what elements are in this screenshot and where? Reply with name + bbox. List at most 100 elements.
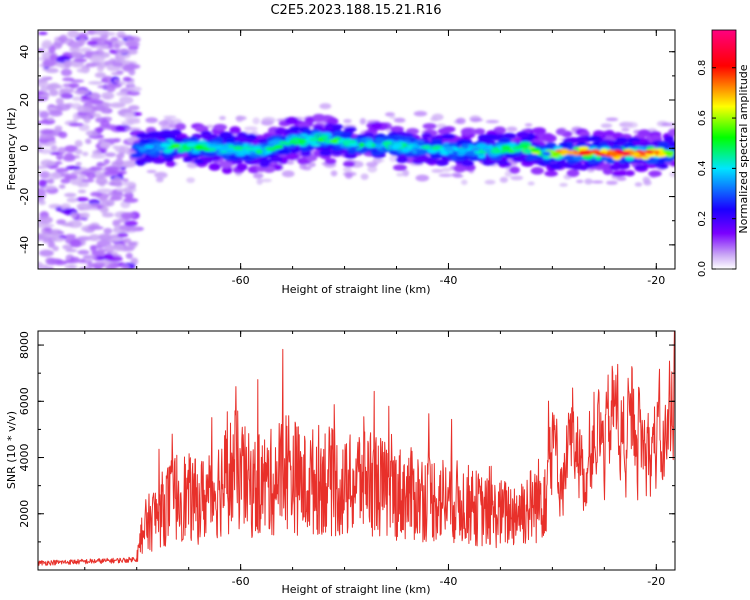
noise-blob [45, 257, 58, 266]
signal-blob [309, 137, 319, 142]
signal-blob [512, 145, 523, 150]
noise-blob [58, 184, 66, 189]
colorbar-gradient [711, 29, 737, 270]
noise-blob [88, 81, 104, 85]
signal-blob [392, 164, 407, 171]
noise-blob [112, 145, 120, 150]
faint-blob [504, 170, 513, 178]
signal-blob [225, 137, 236, 144]
noise-blob [99, 141, 112, 149]
noise-blob [38, 109, 42, 114]
faint-blob [453, 174, 464, 178]
noise-blob [87, 225, 104, 230]
noise-blob [65, 165, 81, 170]
noise-blob [90, 191, 103, 197]
y-tick-label: 20 [18, 93, 31, 107]
noise-blob [120, 108, 132, 114]
signal-blob [343, 161, 355, 168]
faint-blob [527, 181, 535, 186]
faint-blob [524, 123, 533, 127]
noise-blob [116, 188, 130, 193]
noise-blob [48, 45, 56, 54]
faint-blob [219, 115, 226, 121]
noise-blob [43, 227, 52, 232]
signal-blob [657, 163, 669, 170]
signal-blob [173, 143, 181, 149]
spectrogram-x-ticks: -60 -40 -20 [84, 30, 665, 287]
noise-blob [90, 153, 106, 159]
faint-blob [342, 166, 352, 173]
signal-blob [395, 156, 408, 164]
noise-blob [63, 60, 72, 69]
signal-blob [471, 147, 481, 152]
signal-blob [208, 144, 218, 149]
noise-blob [65, 248, 78, 253]
colorbar-tick-label: 0.2 [697, 211, 708, 227]
noise-blob [55, 167, 69, 173]
noise-blob [97, 85, 113, 89]
noise-blob [68, 83, 80, 88]
snr-panel: -60 -40 -20 2000 4000 6000 8000 Height of str… [5, 330, 676, 596]
y-tick-label: 2000 [18, 500, 31, 528]
signal-blob [331, 124, 344, 130]
signal-blob [273, 144, 284, 149]
noise-blob [73, 58, 88, 63]
colorbar-label: Normalized spectral amplitude [737, 64, 750, 233]
noise-blob [47, 117, 54, 121]
noise-blob [115, 91, 127, 97]
noise-blob [118, 48, 130, 54]
noise-blob [86, 262, 97, 268]
signal-blob [160, 142, 172, 148]
signal-blob [624, 154, 635, 161]
noise-blob [39, 171, 51, 179]
noise-blob [127, 91, 141, 96]
noise-blob [85, 138, 92, 145]
signal-blob [522, 148, 533, 154]
noise-blob [89, 55, 105, 63]
spectrogram-panel: -60 -40 -20 -40 -20 0 20 40 Height of straight… [5, 29, 676, 296]
noise-blob [104, 138, 121, 144]
faint-blob [281, 170, 295, 178]
noise-blob [64, 264, 78, 269]
spectrogram-y-label: Frequency (Hz) [5, 108, 18, 191]
signal-blob [411, 145, 420, 150]
faint-blob [146, 169, 157, 174]
noise-blob [60, 92, 72, 99]
colorbar-tick-label: 0.6 [697, 110, 708, 126]
faint-blob [286, 160, 295, 165]
signal-blob [284, 116, 299, 125]
noise-blob [62, 155, 76, 162]
signal-blob [648, 170, 662, 177]
noise-blob [94, 72, 107, 79]
faint-blob [605, 117, 619, 122]
noise-blob [113, 243, 125, 252]
signal-blob [566, 169, 580, 178]
faint-blob [163, 115, 177, 119]
noise-blob [100, 119, 110, 128]
signal-blob [575, 136, 586, 144]
signal-blob [509, 166, 521, 174]
noise-blob [40, 85, 48, 93]
faint-blob [441, 167, 451, 173]
noise-blob [80, 212, 90, 219]
x-tick-label: -40 [439, 274, 457, 287]
faint-blob [153, 173, 167, 177]
noise-blob [95, 177, 108, 186]
faint-blob [600, 123, 613, 129]
faint-blob [625, 121, 638, 129]
noise-blob [127, 86, 142, 92]
noise-blob [55, 97, 64, 105]
signal-blob [330, 138, 338, 144]
noise-blob [117, 34, 130, 39]
snr-plot-area [38, 331, 675, 570]
noise-blob [85, 130, 101, 137]
faint-blob [484, 179, 496, 185]
signal-blob [432, 145, 443, 149]
signal-blob [217, 147, 229, 152]
noise-blob [76, 236, 92, 241]
noise-blob [74, 148, 83, 155]
noise-blob [125, 127, 142, 131]
faint-blob [584, 178, 593, 185]
signal-blob [668, 128, 675, 137]
